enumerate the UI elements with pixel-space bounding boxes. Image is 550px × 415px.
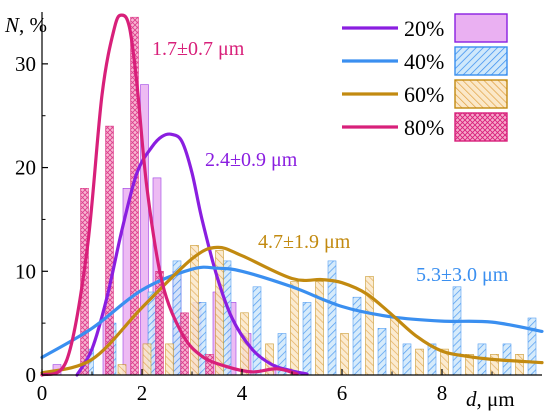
data-label-series-4: 1.7±0.7 μm bbox=[152, 38, 245, 60]
legend-swatch-3 bbox=[454, 79, 508, 109]
legend-swatch-2 bbox=[454, 46, 508, 76]
bar-series-3-1 bbox=[117, 364, 127, 376]
legend-label-4: 80% bbox=[404, 115, 444, 140]
bar-series-3-3 bbox=[165, 343, 174, 376]
x-tick-label-3: 4 bbox=[237, 381, 248, 405]
bar-series-3-17 bbox=[515, 353, 524, 376]
bar-series-3-8 bbox=[290, 281, 299, 376]
y-tick-label-1: 0 bbox=[26, 363, 37, 387]
bar-series-3-11 bbox=[365, 276, 374, 376]
bar-series-2-6 bbox=[222, 260, 232, 376]
legend-label-1: 20% bbox=[404, 16, 444, 41]
axes-layer: 0 2 4 6 8 0 10 20 30 N, % d, μm bbox=[4, 12, 542, 411]
bar-series-2-18 bbox=[527, 317, 537, 376]
bar-series-2-9 bbox=[302, 302, 312, 376]
annotation-layer: 2.4±0.9 μm 5.3±3.0 μm 4.7±1.9 μm 1.7±0.7 μm bbox=[152, 38, 509, 286]
legend-swatch-1 bbox=[454, 13, 508, 43]
y-tick-label-4: 30 bbox=[15, 52, 36, 76]
bar-series-3-12 bbox=[390, 317, 399, 376]
legend-label-3: 60% bbox=[404, 82, 444, 107]
x-tick-label-2: 2 bbox=[137, 381, 148, 405]
curve-series-4 bbox=[40, 13, 299, 377]
bar-series-3-10 bbox=[340, 333, 349, 376]
x-axis-title: d, μm bbox=[466, 387, 515, 411]
bar-series-2-13 bbox=[402, 343, 412, 376]
legend: 20% 40% 60% 80% bbox=[342, 13, 508, 142]
bar-series-4-2 bbox=[105, 125, 114, 376]
y-tick-label-2: 10 bbox=[15, 259, 36, 283]
y-tick-label-3: 20 bbox=[15, 156, 36, 180]
data-label-series-1: 2.4±0.9 μm bbox=[205, 149, 298, 171]
bar-series-2-5 bbox=[197, 302, 207, 376]
x-tick-label-4: 6 bbox=[337, 381, 348, 405]
curve-series-2 bbox=[40, 265, 544, 359]
curves-layer bbox=[40, 13, 544, 377]
legend-label-2: 40% bbox=[404, 49, 444, 74]
curve-series-1 bbox=[75, 132, 309, 377]
data-label-series-2: 5.3±3.0 μm bbox=[416, 264, 509, 286]
bar-series-3-4 bbox=[190, 245, 199, 376]
legend-swatch-4 bbox=[454, 112, 508, 142]
x-tick-label-1: 0 bbox=[37, 381, 48, 405]
bars-layer bbox=[52, 16, 537, 376]
bar-series-3-2 bbox=[142, 343, 152, 376]
bar-series-2-12 bbox=[377, 327, 387, 376]
x-tick-label-5: 8 bbox=[437, 381, 448, 405]
bar-series-3-13 bbox=[415, 348, 424, 376]
curve-series-3 bbox=[40, 245, 544, 375]
bar-series-2-7 bbox=[252, 286, 262, 376]
bar-series-2-15 bbox=[452, 286, 462, 376]
y-axis-title: N, % bbox=[4, 13, 47, 37]
data-label-series-3: 4.7±1.9 μm bbox=[258, 231, 351, 253]
bar-series-2-10 bbox=[327, 260, 337, 376]
